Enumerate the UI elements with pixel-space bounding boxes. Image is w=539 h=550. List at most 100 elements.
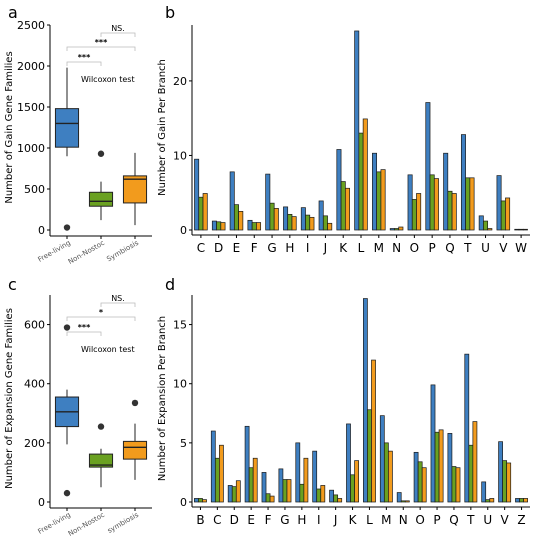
- y-tick-label: 400: [24, 378, 45, 391]
- bar-free_living-B: [194, 498, 199, 503]
- bar-symbiosis-I: [320, 485, 326, 503]
- sig-freeliving-vs-symbiosis-bracket: [66, 316, 136, 321]
- y-tick-label: 10: [173, 378, 187, 391]
- bar-free_living-I: [300, 207, 306, 231]
- bar-non_nostoc-Q: [451, 466, 457, 503]
- bar-symbiosis-B: [202, 499, 207, 503]
- bar-non_nostoc-P: [434, 431, 440, 503]
- bar-symbiosis-H: [291, 216, 297, 231]
- bar-non_nostoc-K: [350, 474, 355, 503]
- bar-non_nostoc-K: [340, 181, 346, 231]
- bar-non_nostoc-J: [333, 494, 339, 503]
- x-tick-label-H: H: [297, 513, 306, 527]
- bar-free_living-T: [464, 353, 470, 503]
- outlier-point: [97, 423, 105, 430]
- y-tick-label: 0: [180, 496, 187, 509]
- bar-free_living-H: [295, 442, 301, 503]
- bar-free_living-J: [318, 200, 324, 231]
- bar-non_nostoc-Q: [447, 190, 453, 231]
- bar-symbiosis-V: [506, 462, 512, 503]
- bar-symbiosis-Z: [523, 498, 528, 503]
- x-tick-label-U: U: [481, 241, 490, 255]
- x-tick-label-M: M: [381, 513, 391, 527]
- bar-symbiosis-P: [438, 429, 444, 503]
- bar-symbiosis-E: [238, 211, 244, 231]
- bar-non_nostoc-C: [214, 457, 220, 503]
- bar-non_nostoc-F: [251, 222, 257, 231]
- sig-freeliving-vs-symbiosis-bracket: [66, 46, 136, 51]
- x-tick-label: symbiosis: [106, 511, 140, 535]
- bar-free_living-U: [481, 481, 487, 503]
- sig-freeliving-vs-symbiosis-label: *: [99, 308, 104, 317]
- bar-non_nostoc-W: [518, 228, 524, 231]
- bar-non_nostoc-L: [367, 409, 372, 503]
- y-tick-label: 600: [24, 319, 45, 332]
- bar-free_living-G: [265, 173, 271, 231]
- bar-non_nostoc-D: [216, 221, 222, 231]
- bar-free_living-C: [194, 158, 200, 231]
- x-tick-label-L: L: [358, 241, 365, 255]
- x-tick-label-J: J: [333, 513, 338, 527]
- x-tick-label-J: J: [323, 241, 328, 255]
- bar-symbiosis-K: [344, 187, 350, 231]
- x-tick-label-G: G: [267, 241, 276, 255]
- bar-symbiosis-F: [269, 495, 275, 503]
- outlier-point: [63, 224, 71, 231]
- bar-free_living-F: [261, 472, 267, 503]
- sig-freeliving-vs-symbiosis-label: ***: [95, 38, 108, 47]
- bar-free_living-T: [460, 134, 466, 231]
- bar-free_living-C: [210, 430, 216, 503]
- x-tick-label-M: M: [374, 241, 384, 255]
- bar-non_nostoc-C: [198, 196, 204, 231]
- y-tick-label: 10: [173, 149, 187, 162]
- bar-free_living-O: [413, 451, 419, 503]
- y-tick-label: 1000: [17, 142, 45, 155]
- x-tick-label-C: C: [197, 241, 205, 255]
- panel-label: d: [165, 275, 175, 294]
- bar-symbiosis-U: [487, 228, 493, 231]
- x-tick-label-W: W: [515, 241, 527, 255]
- bar-symbiosis-H: [303, 457, 309, 503]
- y-tick-label: 200: [24, 437, 45, 450]
- bar-symbiosis-F: [256, 222, 262, 231]
- x-tick-label-P: P: [429, 241, 436, 255]
- x-tick-label-L: L: [366, 513, 373, 527]
- bar-free_living-O: [407, 174, 413, 231]
- x-tick-label-D: D: [214, 241, 223, 255]
- bar-symbiosis-O: [416, 193, 422, 231]
- y-tick-label: 2500: [17, 19, 45, 32]
- x-tick-label-N: N: [399, 513, 408, 527]
- x-tick-label: Symbiosis: [105, 239, 140, 264]
- x-tick-label-I: I: [306, 241, 310, 255]
- bar-non_nostoc-T: [468, 444, 474, 503]
- x-tick-label-K: K: [349, 513, 358, 527]
- bar-symbiosis-K: [354, 460, 359, 503]
- bar-free_living-U: [478, 215, 484, 231]
- bar-symbiosis-G: [286, 479, 292, 503]
- bar-non_nostoc-J: [322, 215, 328, 231]
- bar-non_nostoc-U: [483, 220, 489, 231]
- x-tick-label-V: V: [501, 513, 510, 527]
- bar-symbiosis-M: [380, 169, 386, 231]
- bar-free_living-Q: [447, 433, 453, 503]
- bar-non_nostoc-E: [248, 467, 254, 503]
- x-tick-label-E: E: [233, 241, 241, 255]
- panel-b-gain-per-branch-bars: b 0 10 20 Number of Gain Per Branch C D E F G H I J K…: [157, 3, 530, 255]
- box: [54, 108, 80, 148]
- x-tick-label-C: C: [213, 513, 221, 527]
- x-tick-label-H: H: [285, 241, 294, 255]
- x-tick-label-K: K: [339, 241, 348, 255]
- bar-free_living-I: [312, 450, 318, 503]
- box: [88, 191, 114, 207]
- x-tick-label-G: G: [280, 513, 289, 527]
- panel-label: b: [165, 3, 175, 22]
- bar-non_nostoc-L: [358, 132, 364, 231]
- x-tick-label-N: N: [392, 241, 401, 255]
- bar-free_living-E: [229, 171, 235, 231]
- x-tick-label-Q: Q: [449, 513, 458, 527]
- bar-free_living-K: [336, 149, 342, 231]
- bar-non_nostoc-V: [502, 460, 508, 503]
- bar-non_nostoc-G: [269, 202, 275, 231]
- bar-non_nostoc-D: [231, 486, 237, 503]
